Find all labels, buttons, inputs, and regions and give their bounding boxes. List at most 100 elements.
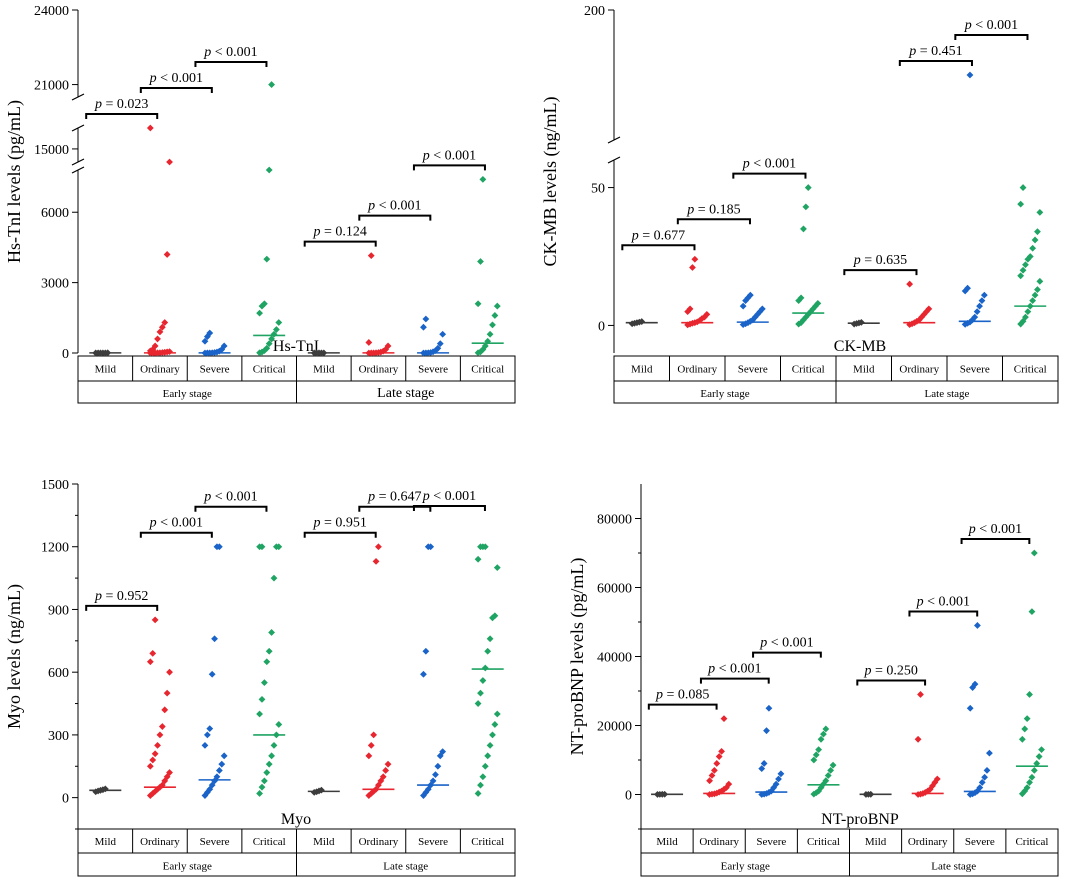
data-point-critical: [265, 340, 273, 348]
y-tick-label: 6000: [41, 206, 69, 221]
panel-nt-probnp: 0 20000 40000 60000 80000 NT-proBNP levels (p…: [567, 484, 1059, 877]
data-point-critical: [258, 695, 266, 703]
data-point-critical: [1031, 291, 1039, 299]
data-point-ordinary: [166, 158, 173, 166]
p-symbol: p: [707, 662, 715, 677]
data-point-severe: [758, 765, 766, 773]
y-axis-title: Hs-TnI levels (pg/mL): [4, 100, 25, 263]
comparison-bracket: [194, 505, 268, 512]
group-label-severe: Severe: [418, 836, 448, 848]
data-point-critical: [265, 166, 273, 174]
data-point-critical: [256, 309, 263, 317]
data-point-severe: [964, 284, 971, 292]
data-point-critical: [265, 760, 273, 768]
p-symbol: p: [422, 489, 430, 504]
data-point-ordinary: [163, 251, 171, 258]
p-value-text: < 0.001: [430, 148, 476, 163]
group-label-critical: Critical: [807, 836, 840, 848]
p-value-label: p < 0.001: [964, 18, 1018, 33]
p-value-label: p = 0.451: [908, 44, 962, 59]
data-point-critical: [474, 700, 482, 707]
data-point-severe: [422, 647, 430, 655]
group-label-mild: Mild: [313, 364, 335, 376]
data-point-critical: [477, 258, 484, 265]
p-value-label: p = 0.085: [655, 688, 709, 703]
group-label-mild: Mild: [631, 364, 653, 376]
data-point-severe: [218, 346, 226, 353]
p-symbol: p: [742, 157, 750, 172]
group-label-critical: Critical: [792, 364, 825, 376]
y-tick-label: 200: [584, 4, 605, 19]
data-point-ordinary: [365, 752, 373, 760]
data-point-ordinary: [156, 328, 164, 336]
data-point-critical: [493, 302, 501, 310]
data-point-critical: [1024, 308, 1032, 316]
axis-break-mark: [71, 124, 85, 132]
group-label-mild: Mild: [95, 836, 117, 848]
y-tick-label: 0: [62, 347, 69, 362]
p-value-label: p < 0.001: [759, 636, 813, 651]
data-point-critical: [491, 612, 499, 620]
data-point-critical: [1028, 608, 1036, 616]
data-point-critical: [817, 735, 825, 743]
data-point-severe: [777, 770, 785, 778]
data-point-critical: [275, 319, 283, 326]
y-tick-label: 60000: [597, 582, 632, 597]
p-value-label: p = 0.250: [863, 663, 917, 678]
comparison-bracket: [139, 531, 213, 538]
data-point-severe: [206, 329, 214, 337]
data-point-severe: [763, 727, 770, 735]
p-value-text: < 0.001: [211, 45, 257, 60]
data-point-critical: [489, 321, 496, 329]
data-point-critical: [491, 721, 499, 728]
y-tick-label: 24000: [34, 4, 69, 19]
data-point-critical: [812, 751, 820, 759]
p-value-label: p < 0.001: [149, 516, 203, 531]
p-value-label: p = 0.951: [312, 516, 366, 531]
comparison-bracket: [85, 113, 159, 119]
p-value-text: < 0.001: [750, 157, 796, 172]
comparison-bracket: [676, 218, 751, 225]
data-point-critical: [822, 725, 830, 733]
y-tick-label: 300: [48, 729, 69, 744]
p-symbol: p: [94, 97, 102, 112]
p-value-label: p = 0.635: [853, 253, 907, 268]
data-point-critical: [1030, 766, 1038, 774]
data-point-critical: [268, 752, 275, 760]
data-point-critical: [258, 783, 266, 791]
comparison-bracket: [908, 610, 979, 617]
data-point-severe: [981, 773, 989, 781]
data-point-severe: [439, 748, 447, 756]
data-point-critical: [1035, 753, 1043, 760]
data-point-critical: [484, 752, 492, 760]
data-point-ordinary: [689, 264, 696, 271]
data-point-critical: [1023, 715, 1031, 722]
data-point-severe: [218, 760, 226, 768]
comparison-bracket: [960, 538, 1031, 544]
data-point-ordinary: [163, 773, 171, 781]
p-symbol: p: [631, 228, 639, 243]
data-point-ordinary: [149, 649, 157, 657]
data-point-ordinary: [703, 311, 711, 318]
data-point-severe: [973, 308, 981, 316]
y-tick-label: 21000: [34, 79, 69, 94]
data-point-severe: [201, 741, 209, 749]
group-label-severe: Severe: [738, 364, 768, 376]
y-tick-label: 40000: [597, 651, 632, 666]
p-value-text: = 0.952: [102, 589, 148, 604]
data-point-critical: [1038, 746, 1045, 754]
p-value-label: p < 0.001: [707, 662, 761, 677]
data-point-severe: [986, 749, 993, 757]
panel-title: NT-proBNP: [821, 811, 899, 828]
data-point-critical: [481, 543, 489, 551]
p-value-text: < 0.001: [715, 662, 761, 677]
comparison-bracket: [358, 505, 432, 512]
data-point-severe: [775, 775, 782, 783]
data-point-ordinary: [710, 766, 718, 774]
data-point-severe: [765, 704, 773, 712]
group-label-mild: Mild: [95, 364, 117, 376]
axis-break-mark: [71, 158, 85, 166]
data-point-critical: [272, 326, 280, 333]
p-value-text: = 0.677: [639, 228, 685, 243]
